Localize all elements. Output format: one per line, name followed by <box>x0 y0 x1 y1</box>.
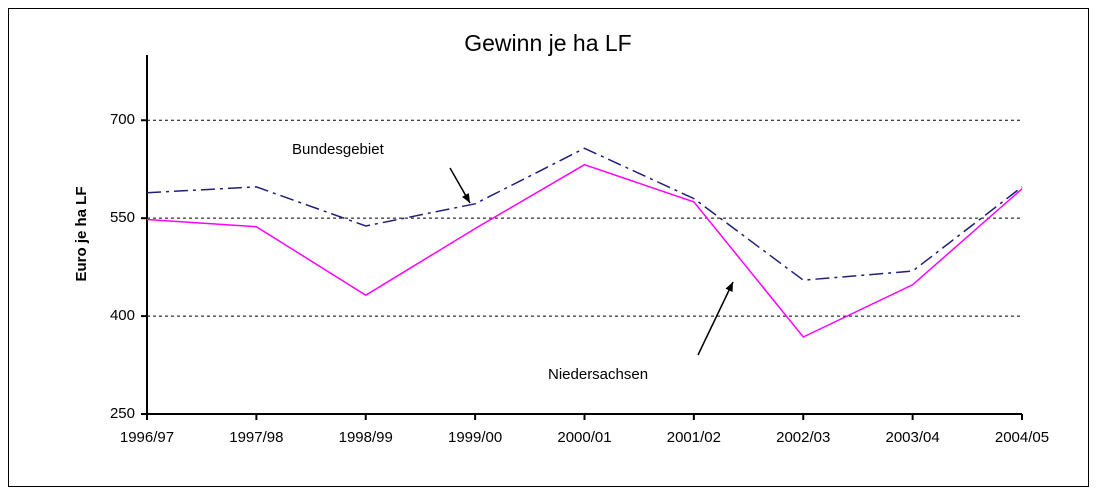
arrow-head <box>462 193 470 203</box>
y-axis-label: Euro je ha LF <box>73 186 90 281</box>
x-tick-label: 2003/04 <box>886 429 940 446</box>
series-line <box>146 163 1023 338</box>
x-tick-label: 2002/03 <box>776 429 830 446</box>
y-tick-label: 700 <box>110 111 135 128</box>
y-tick-label: 550 <box>110 209 135 226</box>
series-annotation: Niedersachsen <box>548 366 648 383</box>
chart-title: Gewinn je ha LF <box>464 30 631 56</box>
x-tick-label: 2000/01 <box>557 429 611 446</box>
y-tick-label: 400 <box>110 307 135 324</box>
series-line <box>146 147 1023 281</box>
x-tick-label: 1997/98 <box>229 429 283 446</box>
x-tick-label: 2001/02 <box>667 429 721 446</box>
series-annotation: Bundesgebiet <box>292 141 385 158</box>
x-tick-label: 2004/05 <box>995 429 1049 446</box>
x-tick-label: 1999/00 <box>448 429 502 446</box>
annotation-arrow <box>697 281 734 356</box>
arrow-head <box>725 282 733 292</box>
y-tick-label: 250 <box>110 405 135 422</box>
x-tick-label: 1998/99 <box>339 429 393 446</box>
x-tick-label: 1996/97 <box>120 429 174 446</box>
chart-frame <box>8 8 1089 487</box>
